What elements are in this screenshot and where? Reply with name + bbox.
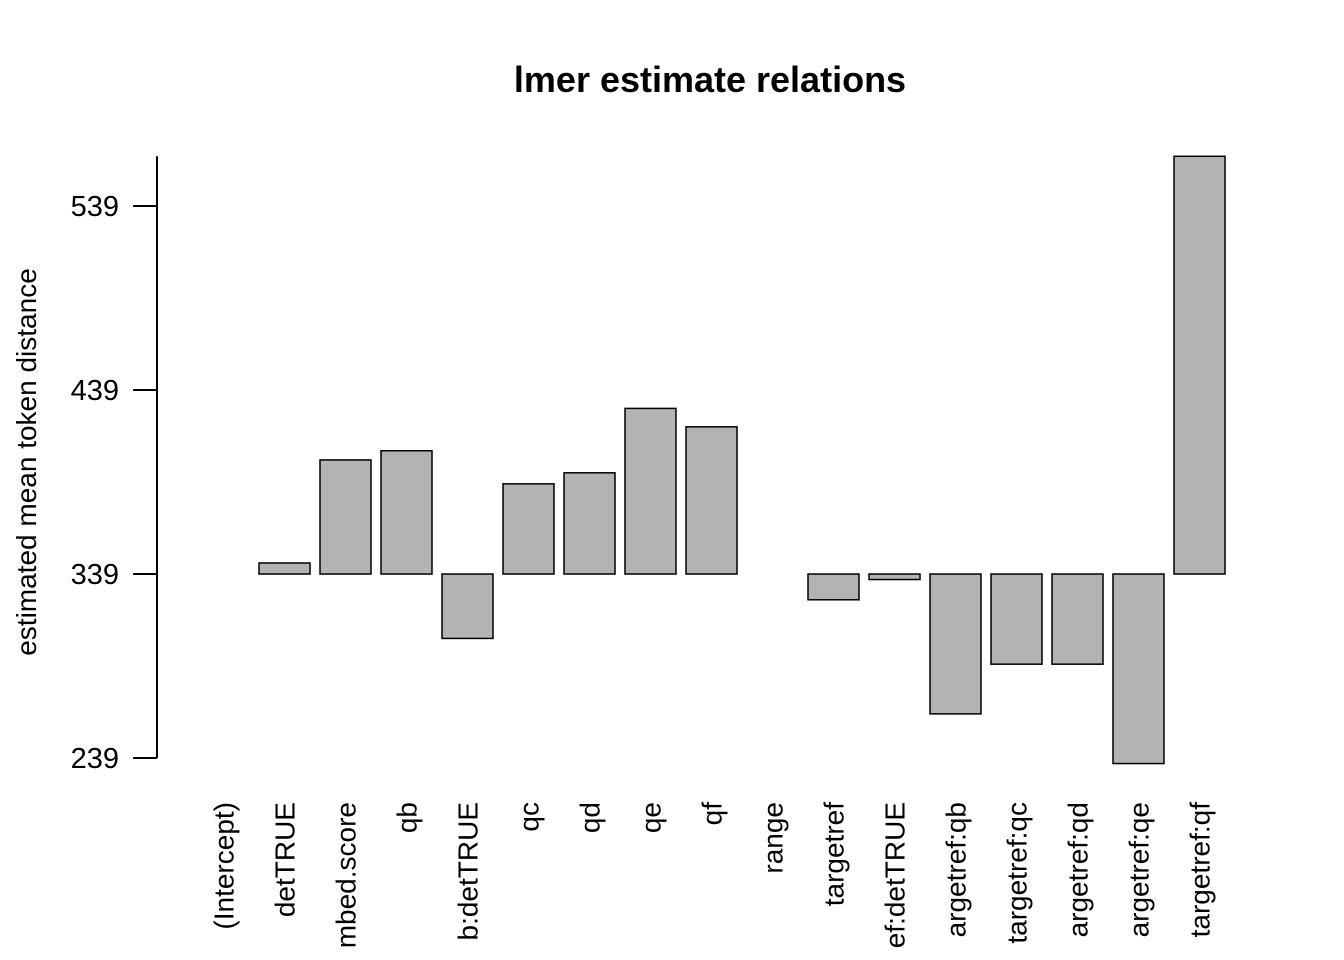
x-tick-label: qb — [392, 802, 423, 833]
x-tick-label: targetref:qf — [1185, 802, 1216, 938]
bar — [1112, 573, 1165, 765]
x-tick-label: qd — [575, 802, 606, 833]
y-tick-label: 539 — [71, 191, 119, 223]
bar — [1173, 155, 1226, 575]
bar — [319, 459, 372, 575]
x-tick-label: targetref — [819, 802, 850, 906]
x-tick-label: mbed.score — [331, 802, 362, 948]
y-axis-label: estimated mean token distance — [11, 268, 42, 656]
y-tick-label: 439 — [71, 375, 119, 407]
x-tick-label: range — [758, 802, 789, 874]
chart-title: lmer estimate relations — [514, 59, 906, 100]
x-tick-label: argetref:qb — [941, 802, 972, 937]
bar — [502, 483, 555, 575]
bar — [807, 573, 860, 601]
bar — [441, 573, 494, 640]
x-tick-label: ef:detTRUE — [880, 802, 911, 948]
y-tick-label: 339 — [71, 559, 119, 591]
x-tick-label: qe — [636, 802, 667, 833]
x-tick-label: detTRUE — [270, 802, 301, 917]
bar — [563, 472, 616, 575]
x-tick-label: qf — [697, 802, 728, 826]
x-tick-label: targetref:qc — [1002, 802, 1033, 944]
bar — [685, 426, 738, 575]
bar — [380, 449, 433, 575]
x-tick-label: (Intercept) — [209, 802, 240, 930]
x-tick-label: qc — [514, 802, 545, 832]
bar — [258, 562, 311, 575]
bar — [929, 573, 982, 715]
x-tick-label: argetref:qe — [1124, 802, 1155, 937]
x-tick-label: b:detTRUE — [453, 802, 484, 941]
bar — [868, 573, 921, 581]
bar — [990, 573, 1043, 665]
x-tick-label: argetref:qd — [1063, 802, 1094, 937]
bar — [1051, 573, 1104, 665]
y-tick-label: 239 — [71, 743, 119, 775]
bar — [624, 407, 677, 575]
